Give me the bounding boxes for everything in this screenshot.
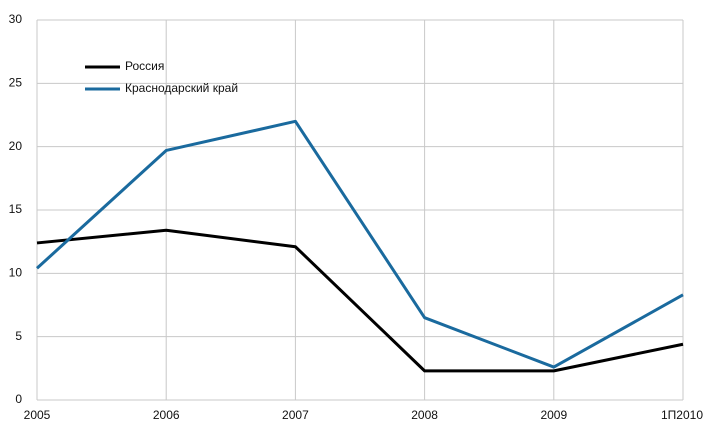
x-tick-label: 2007 [282,408,309,422]
x-tick-label: 2008 [411,408,438,422]
y-tick-label: 10 [9,266,23,280]
legend-label: Россия [125,59,164,73]
legend-label: Краснодарский край [125,81,238,95]
y-tick-label: 15 [9,202,23,216]
y-tick-label: 5 [15,329,22,343]
y-tick-label: 20 [9,139,23,153]
series-line [36,228,684,373]
series-line [35,119,684,369]
x-tick-label: 1П2010 [661,408,703,422]
x-tick-label: 2006 [153,408,180,422]
y-tick-label: 30 [9,12,23,26]
y-tick-label: 0 [15,392,22,406]
x-tick-label: 2009 [540,408,567,422]
x-tick-label: 2005 [24,408,51,422]
y-tick-label: 25 [9,76,23,90]
